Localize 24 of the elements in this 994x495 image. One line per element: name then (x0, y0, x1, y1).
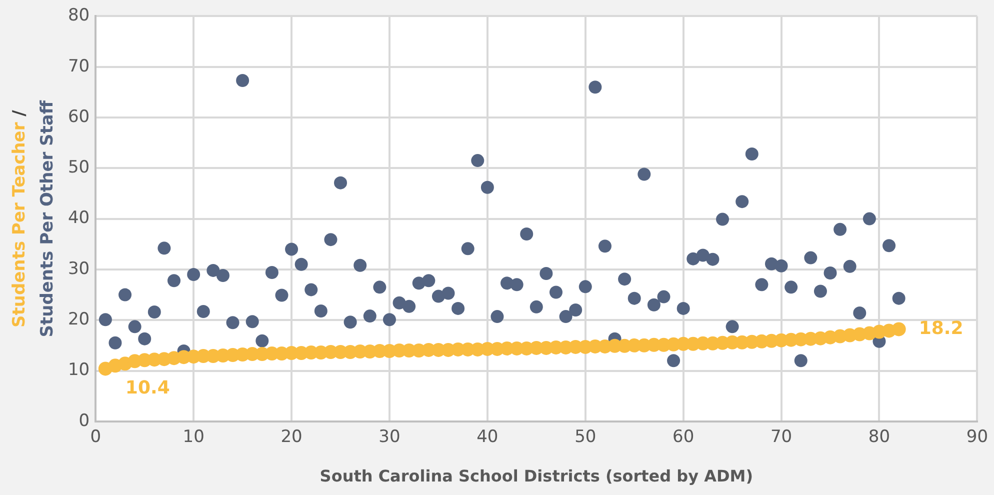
x-tick-label: 20 (280, 427, 302, 448)
annotation: 18.2 (918, 318, 964, 339)
y-tick-label: 30 (68, 258, 90, 279)
text: Students Per Other Staff (37, 100, 58, 338)
y-tick-label: 70 (68, 56, 90, 76)
y-tick-label: 10 (68, 360, 90, 380)
x-tick-label: 50 (574, 427, 596, 448)
x-tick-label: 90 (966, 427, 988, 448)
x-tick-label: 60 (672, 427, 694, 448)
y-tick-label: 80 (68, 6, 90, 26)
y-tick-label: 50 (68, 158, 90, 178)
y-tick-label: 60 (68, 106, 90, 127)
y-tick-label: 40 (68, 208, 90, 228)
x-tick-label: 30 (378, 427, 400, 448)
x-tick-label: 70 (770, 427, 792, 448)
annotation: 10.4 (125, 377, 170, 398)
x-tick-label: 10 (182, 427, 204, 448)
text: Students Per Teacher (9, 122, 30, 328)
x-tick-label: 80 (868, 427, 890, 448)
x-axis-title: South Carolina School Districts (sorted by ADM) (320, 466, 754, 486)
x-tick-label: 40 (476, 427, 498, 448)
y-axis-title: / (9, 109, 30, 122)
y-tick-label: 0 (78, 410, 90, 431)
y-tick-label: 20 (68, 310, 90, 330)
